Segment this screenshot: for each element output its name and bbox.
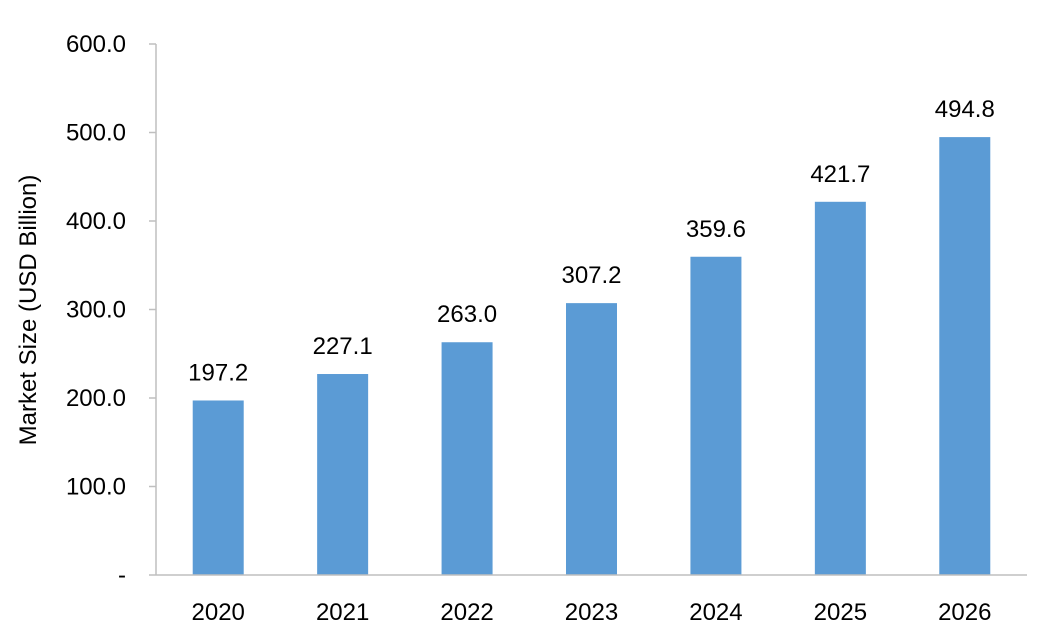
data-label-2026: 494.8 [935,96,995,123]
y-axis: - 100.0 200.0 300.0 400.0 500.0 600.0 [66,31,157,589]
bar-2021 [317,374,369,575]
x-tick-label-2024: 2024 [689,599,742,626]
x-tick-label-2022: 2022 [440,599,493,626]
x-tick-label-2025: 2025 [814,599,867,626]
y-tick-label: 300.0 [66,297,126,324]
x-tick-label-2020: 2020 [192,599,245,626]
y-tick-label: 400.0 [66,208,126,235]
data-label-2021: 227.1 [313,333,373,360]
data-label-2020: 197.2 [188,359,248,386]
y-tick-label: 600.0 [66,31,126,58]
y-tick-label: 100.0 [66,474,126,501]
data-label-2023: 307.2 [561,262,621,289]
bar-2025 [814,201,866,575]
bar-2026 [939,137,991,576]
bar-2022 [441,342,493,575]
bar-series [192,137,991,576]
y-tick-label: - [118,562,126,589]
bar-2024 [690,256,742,575]
x-tick-label-2021: 2021 [316,599,369,626]
data-label-2025: 421.7 [810,161,870,188]
bar-2020 [192,400,244,575]
bar-2023 [566,303,617,575]
x-axis: 2020 2021 2022 2023 2024 2025 2026 [156,574,1027,626]
y-axis-title: Market Size (USD Billion) [15,175,42,446]
data-label-2024: 359.6 [686,216,746,243]
data-labels: 197.2 227.1 263.0 307.2 359.6 421.7 494.8 [188,96,995,386]
x-tick-label-2023: 2023 [565,599,618,626]
y-tick-label: 500.0 [66,120,126,147]
x-tick-label-2026: 2026 [938,599,991,626]
data-label-2022: 263.0 [437,301,497,328]
y-tick-label: 200.0 [66,385,126,412]
